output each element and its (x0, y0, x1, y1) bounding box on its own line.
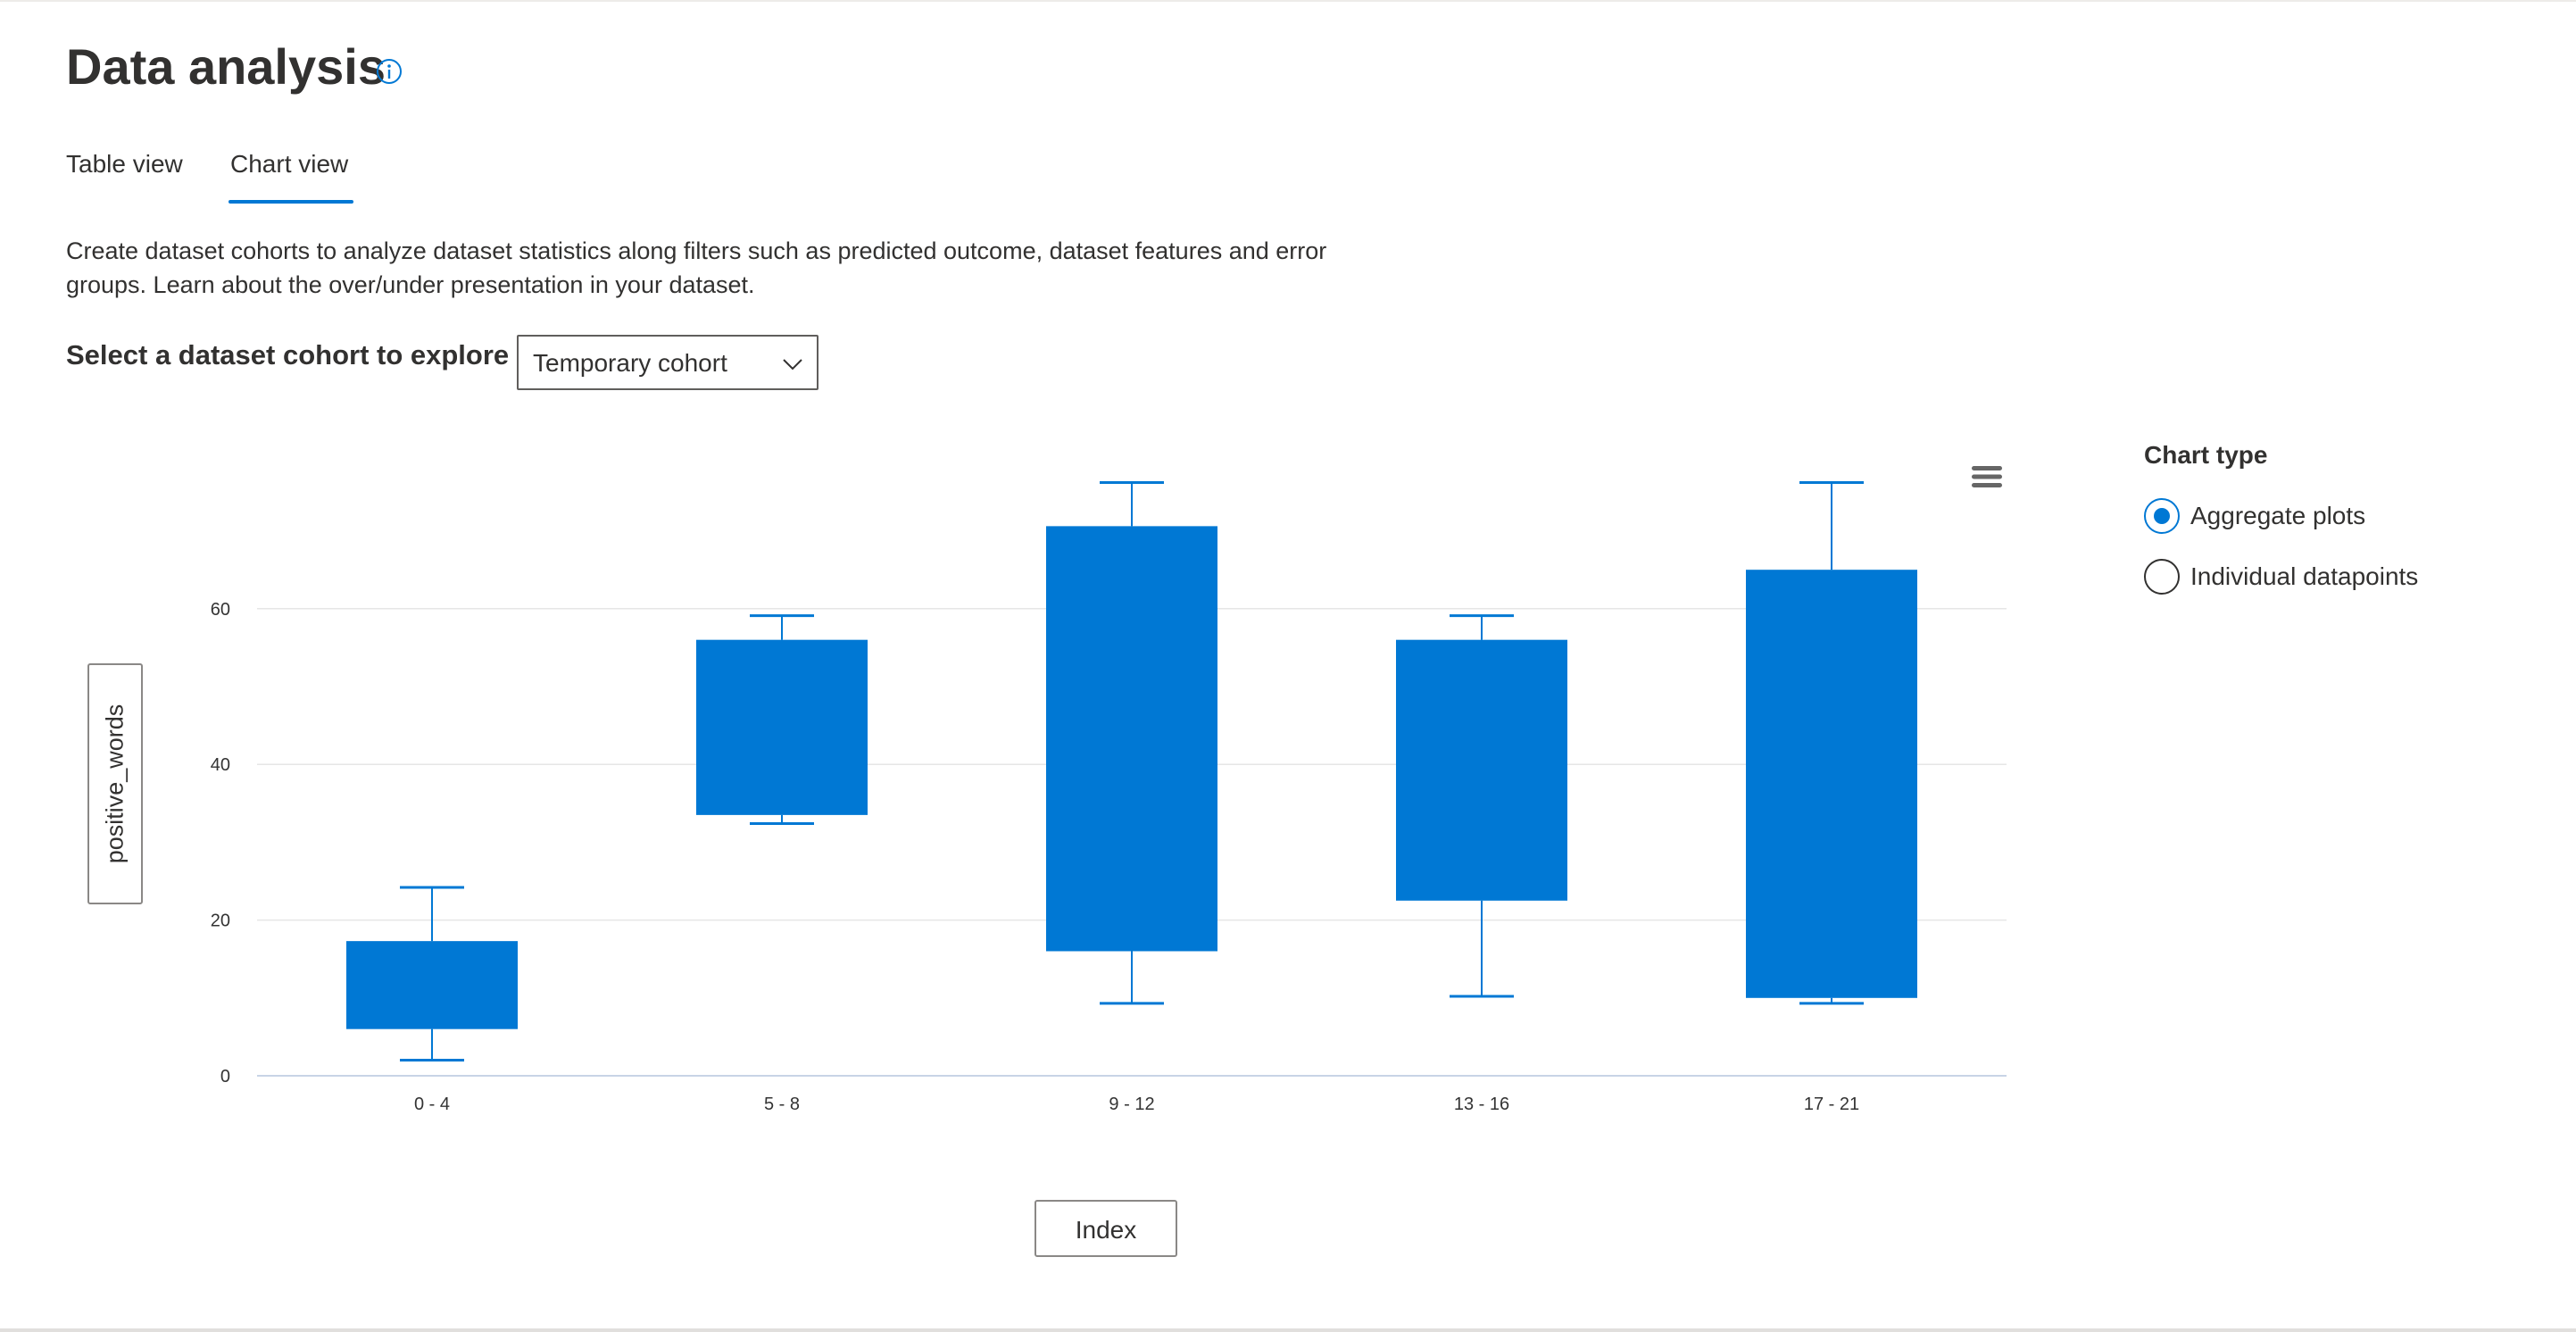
y-tick-label: 40 (211, 755, 230, 775)
radio-label-aggregate: Aggregate plots (2190, 502, 2366, 529)
box-0-4 (346, 941, 518, 1029)
tab-chart-view[interactable]: Chart view (230, 150, 349, 178)
y-axis-label: positive_words (101, 703, 129, 864)
cohort-selector-label: Select a dataset cohort to explore (66, 339, 510, 370)
radio-label-individual: Individual datapoints (2190, 562, 2419, 590)
radio-circle-unchecked[interactable] (2144, 559, 2180, 595)
page-title: Data analysis (66, 38, 386, 95)
bottom-divider (0, 1328, 2576, 1332)
chevron-down-icon (783, 359, 802, 370)
x-tick-label: 5 - 8 (764, 1095, 800, 1114)
top-divider (0, 0, 2576, 2)
box-9-12 (1046, 526, 1217, 952)
tab-table-view[interactable]: Table view (66, 150, 183, 178)
box-5-8 (696, 639, 868, 815)
x-tick-label: 9 - 12 (1109, 1095, 1154, 1114)
x-axis-label: Index (1075, 1216, 1137, 1244)
radio-dot (2154, 508, 2170, 524)
x-tick-label: 13 - 16 (1454, 1095, 1509, 1114)
y-tick-label: 60 (211, 600, 230, 620)
hamburger-menu-icon[interactable] (1970, 462, 2004, 491)
x-tick-label: 17 - 21 (1804, 1095, 1859, 1114)
y-tick-label: 0 (220, 1067, 230, 1086)
chart-type-label: Chart type (2144, 441, 2268, 469)
radio-circle-checked[interactable] (2144, 498, 2180, 534)
cohort-dropdown[interactable]: Temporary cohort (517, 335, 819, 390)
y-axis-selector-button[interactable]: positive_words (87, 663, 143, 904)
description-text: Create dataset cohorts to analyze datase… (66, 237, 1327, 298)
box-17-21 (1746, 570, 1917, 998)
y-tick-label: 20 (211, 912, 230, 931)
x-axis-selector-button[interactable]: Index (1035, 1200, 1177, 1257)
info-icon[interactable] (375, 57, 403, 86)
cohort-dropdown-value: Temporary cohort (533, 349, 727, 377)
x-tick-label: 0 - 4 (414, 1095, 450, 1114)
box-13-16 (1396, 639, 1567, 901)
tab-selected-indicator (229, 200, 353, 204)
box-plot-chart: 0 20 40 60 0 - 4 5 - 8 9 - 12 13 - 16 17 - 21 (211, 481, 2007, 1114)
